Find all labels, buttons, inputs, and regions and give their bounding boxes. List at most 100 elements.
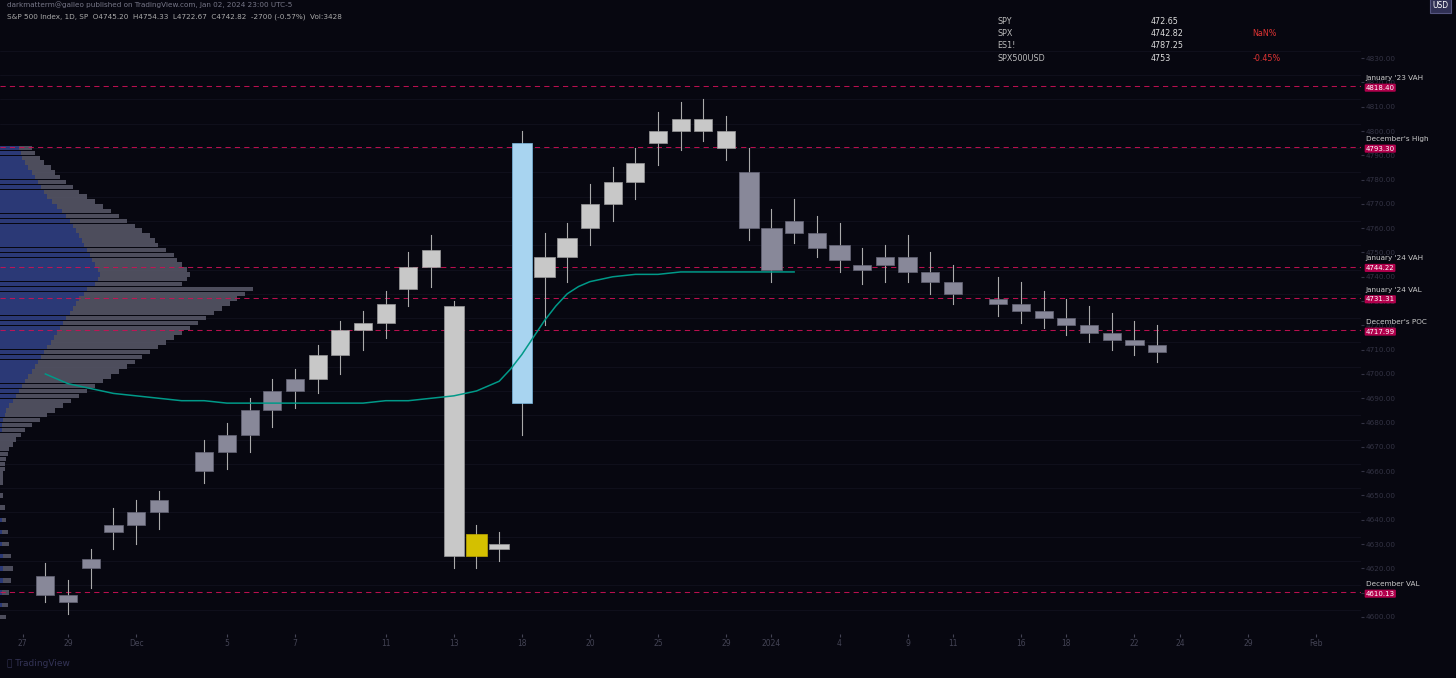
Bar <box>0 370 32 374</box>
Bar <box>0 301 76 306</box>
Bar <box>0 165 51 170</box>
Bar <box>0 340 51 344</box>
Bar <box>0 384 95 388</box>
Bar <box>695 119 712 131</box>
Bar <box>0 311 70 315</box>
Bar <box>716 131 735 148</box>
Text: 4610.13: 4610.13 <box>1366 591 1395 597</box>
Bar <box>0 258 92 262</box>
Bar <box>264 391 281 410</box>
Bar <box>0 180 67 184</box>
Bar <box>0 321 63 325</box>
Bar <box>1035 311 1053 318</box>
Bar <box>0 359 38 364</box>
Bar <box>0 228 76 233</box>
Bar <box>0 542 1 546</box>
Bar <box>0 262 95 267</box>
Bar <box>0 462 4 466</box>
Bar <box>0 190 79 194</box>
Bar <box>218 435 236 452</box>
Bar <box>0 170 55 174</box>
Bar <box>0 253 175 257</box>
Bar <box>0 374 29 378</box>
Bar <box>332 330 349 355</box>
Bar <box>0 418 39 422</box>
Bar <box>0 394 79 398</box>
Text: January '24 VAL: January '24 VAL <box>1366 287 1423 293</box>
Bar <box>0 336 54 340</box>
Bar <box>0 175 60 180</box>
Bar <box>0 330 182 335</box>
Bar <box>0 233 79 238</box>
Bar <box>0 457 6 461</box>
Bar <box>761 228 782 270</box>
Bar <box>0 355 41 359</box>
Bar <box>0 214 67 218</box>
Bar <box>127 513 146 525</box>
Bar <box>853 264 871 270</box>
Bar <box>0 292 246 296</box>
Bar <box>0 578 12 582</box>
Bar <box>0 146 32 151</box>
Bar <box>444 306 464 556</box>
Bar <box>309 355 326 379</box>
Bar <box>671 119 690 131</box>
Text: 4753: 4753 <box>1150 54 1171 62</box>
Text: December VAL: December VAL <box>1366 581 1420 587</box>
Text: 472.65: 472.65 <box>1150 17 1178 26</box>
Bar <box>0 359 134 364</box>
Text: January '23 VAH: January '23 VAH <box>1366 75 1424 81</box>
Bar <box>0 350 44 355</box>
Bar <box>0 243 84 247</box>
Text: 4742.82: 4742.82 <box>1150 29 1184 38</box>
Bar <box>1125 340 1143 345</box>
Bar <box>0 615 6 619</box>
Bar <box>943 281 962 294</box>
Bar <box>0 292 84 296</box>
Bar <box>354 323 373 330</box>
Bar <box>36 576 54 595</box>
Text: ES1!: ES1! <box>997 41 1016 50</box>
Bar <box>0 603 7 607</box>
Bar <box>0 408 55 413</box>
Bar <box>0 428 1 432</box>
Bar <box>0 476 3 481</box>
Bar <box>0 566 13 570</box>
Bar <box>0 209 111 214</box>
Bar <box>0 165 29 170</box>
Bar <box>0 365 127 369</box>
Text: 4744.22: 4744.22 <box>1366 265 1395 271</box>
Bar <box>830 245 850 260</box>
Bar <box>626 163 645 182</box>
Bar <box>0 190 44 194</box>
Bar <box>0 517 1 522</box>
Bar <box>0 306 221 311</box>
Bar <box>0 481 3 485</box>
Bar <box>0 365 35 369</box>
Bar <box>0 403 63 407</box>
Text: 4793.30: 4793.30 <box>1366 146 1395 152</box>
Bar <box>489 544 510 549</box>
Text: NaN%: NaN% <box>1252 29 1277 38</box>
Bar <box>0 336 175 340</box>
Bar <box>0 413 4 418</box>
Bar <box>0 408 6 413</box>
Bar <box>0 437 16 442</box>
Bar <box>0 228 143 233</box>
Bar <box>922 272 939 281</box>
Text: S&P 500 Index, 1D, SP  O4745.20  H4754.33  L4722.67  C4742.82  -2700 (-0.57%)  V: S&P 500 Index, 1D, SP O4745.20 H4754.33 … <box>7 14 342 20</box>
Bar <box>0 282 95 286</box>
Bar <box>0 175 35 180</box>
Bar <box>0 554 12 559</box>
Bar <box>466 534 486 556</box>
Bar <box>0 214 119 218</box>
Bar <box>0 277 98 281</box>
Bar <box>0 180 38 184</box>
Bar <box>0 204 57 209</box>
Bar <box>0 399 13 403</box>
Bar <box>534 258 555 277</box>
Bar <box>0 184 73 189</box>
Bar <box>581 204 598 228</box>
Bar <box>0 224 73 228</box>
Bar <box>285 379 304 391</box>
